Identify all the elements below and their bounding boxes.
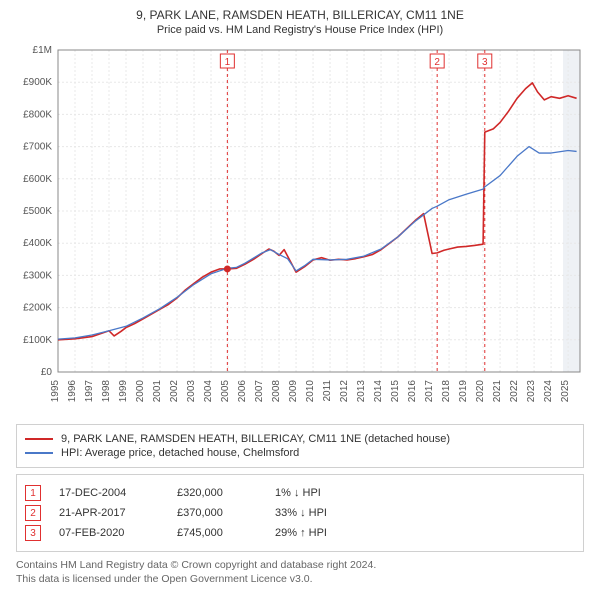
svg-text:£900K: £900K <box>23 77 52 88</box>
svg-text:1996: 1996 <box>67 380 78 403</box>
svg-text:2001: 2001 <box>152 380 163 403</box>
svg-text:2009: 2009 <box>288 380 299 403</box>
title-subtitle: Price paid vs. HM Land Registry's House … <box>10 24 590 36</box>
svg-text:2017: 2017 <box>424 380 435 403</box>
svg-text:2021: 2021 <box>492 380 503 403</box>
svg-text:2010: 2010 <box>305 380 316 403</box>
legend-label-hpi: HPI: Average price, detached house, Chel… <box>61 447 299 459</box>
footer-line-1: Contains HM Land Registry data © Crown c… <box>16 558 584 572</box>
svg-text:3: 3 <box>482 57 488 68</box>
sale-marker-2: 2 <box>25 505 41 521</box>
svg-text:2019: 2019 <box>458 380 469 403</box>
chart-container: 9, PARK LANE, RAMSDEN HEATH, BILLERICAY,… <box>0 0 600 590</box>
svg-text:2012: 2012 <box>339 380 350 403</box>
svg-text:2004: 2004 <box>203 380 214 403</box>
svg-text:2015: 2015 <box>390 380 401 403</box>
svg-text:2024: 2024 <box>543 380 554 403</box>
legend-item-hpi: HPI: Average price, detached house, Chel… <box>25 447 575 459</box>
svg-text:2000: 2000 <box>135 380 146 403</box>
svg-text:£100K: £100K <box>23 335 52 346</box>
sale-price-3: £745,000 <box>177 527 257 539</box>
svg-text:£400K: £400K <box>23 238 52 249</box>
title-block: 9, PARK LANE, RAMSDEN HEATH, BILLERICAY,… <box>10 8 590 36</box>
sale-date-1: 17-DEC-2004 <box>59 487 159 499</box>
svg-text:2: 2 <box>434 57 440 68</box>
svg-text:2002: 2002 <box>169 380 180 403</box>
svg-text:1995: 1995 <box>50 380 61 403</box>
svg-text:1998: 1998 <box>101 380 112 403</box>
svg-text:2007: 2007 <box>254 380 265 403</box>
legend-item-property: 9, PARK LANE, RAMSDEN HEATH, BILLERICAY,… <box>25 433 575 445</box>
footer: Contains HM Land Registry data © Crown c… <box>16 558 584 586</box>
legend-swatch-property <box>25 438 53 440</box>
svg-text:£600K: £600K <box>23 174 52 185</box>
chart: £0 £100K £200K £300K £400K £500K £600K £700K £80… <box>10 44 590 414</box>
title-address: 9, PARK LANE, RAMSDEN HEATH, BILLERICAY,… <box>10 8 590 22</box>
svg-text:£500K: £500K <box>23 206 52 217</box>
svg-text:2016: 2016 <box>407 380 418 403</box>
sale-date-2: 21-APR-2017 <box>59 507 159 519</box>
svg-text:2020: 2020 <box>475 380 486 403</box>
legend-swatch-hpi <box>25 452 53 454</box>
svg-text:2014: 2014 <box>373 380 384 403</box>
svg-text:2003: 2003 <box>186 380 197 403</box>
sale-marker-1: 1 <box>25 485 41 501</box>
svg-text:2006: 2006 <box>237 380 248 403</box>
sale-price-1: £320,000 <box>177 487 257 499</box>
svg-text:£200K: £200K <box>23 303 52 314</box>
sale-row-2: 2 21-APR-2017 £370,000 33% ↓ HPI <box>25 505 575 521</box>
sales-table: 1 17-DEC-2004 £320,000 1% ↓ HPI 2 21-APR… <box>16 474 584 552</box>
svg-text:1999: 1999 <box>118 380 129 403</box>
sale-marker-3: 3 <box>25 525 41 541</box>
svg-text:2023: 2023 <box>526 380 537 403</box>
svg-text:£300K: £300K <box>23 270 52 281</box>
chart-svg: £0 £100K £200K £300K £400K £500K £600K £700K £80… <box>10 44 590 414</box>
sale-delta-3: 29% ↑ HPI <box>275 527 375 539</box>
legend: 9, PARK LANE, RAMSDEN HEATH, BILLERICAY,… <box>16 424 584 468</box>
footer-line-2: This data is licensed under the Open Gov… <box>16 572 584 586</box>
svg-text:2018: 2018 <box>441 380 452 403</box>
svg-text:2005: 2005 <box>220 380 231 403</box>
svg-text:1: 1 <box>225 57 231 68</box>
svg-text:2022: 2022 <box>509 380 520 403</box>
sale-delta-2: 33% ↓ HPI <box>275 507 375 519</box>
sale-delta-1: 1% ↓ HPI <box>275 487 375 499</box>
svg-text:£0: £0 <box>41 367 53 378</box>
svg-text:2008: 2008 <box>271 380 282 403</box>
sale-date-3: 07-FEB-2020 <box>59 527 159 539</box>
svg-text:£700K: £700K <box>23 142 52 153</box>
sale-price-2: £370,000 <box>177 507 257 519</box>
svg-text:1997: 1997 <box>84 380 95 403</box>
sale-row-1: 1 17-DEC-2004 £320,000 1% ↓ HPI <box>25 485 575 501</box>
svg-text:2025: 2025 <box>560 380 571 403</box>
svg-text:£800K: £800K <box>23 109 52 120</box>
svg-text:2011: 2011 <box>322 380 333 402</box>
legend-label-property: 9, PARK LANE, RAMSDEN HEATH, BILLERICAY,… <box>61 433 450 445</box>
sale-row-3: 3 07-FEB-2020 £745,000 29% ↑ HPI <box>25 525 575 541</box>
svg-text:2013: 2013 <box>356 380 367 403</box>
svg-text:£1M: £1M <box>33 45 52 56</box>
